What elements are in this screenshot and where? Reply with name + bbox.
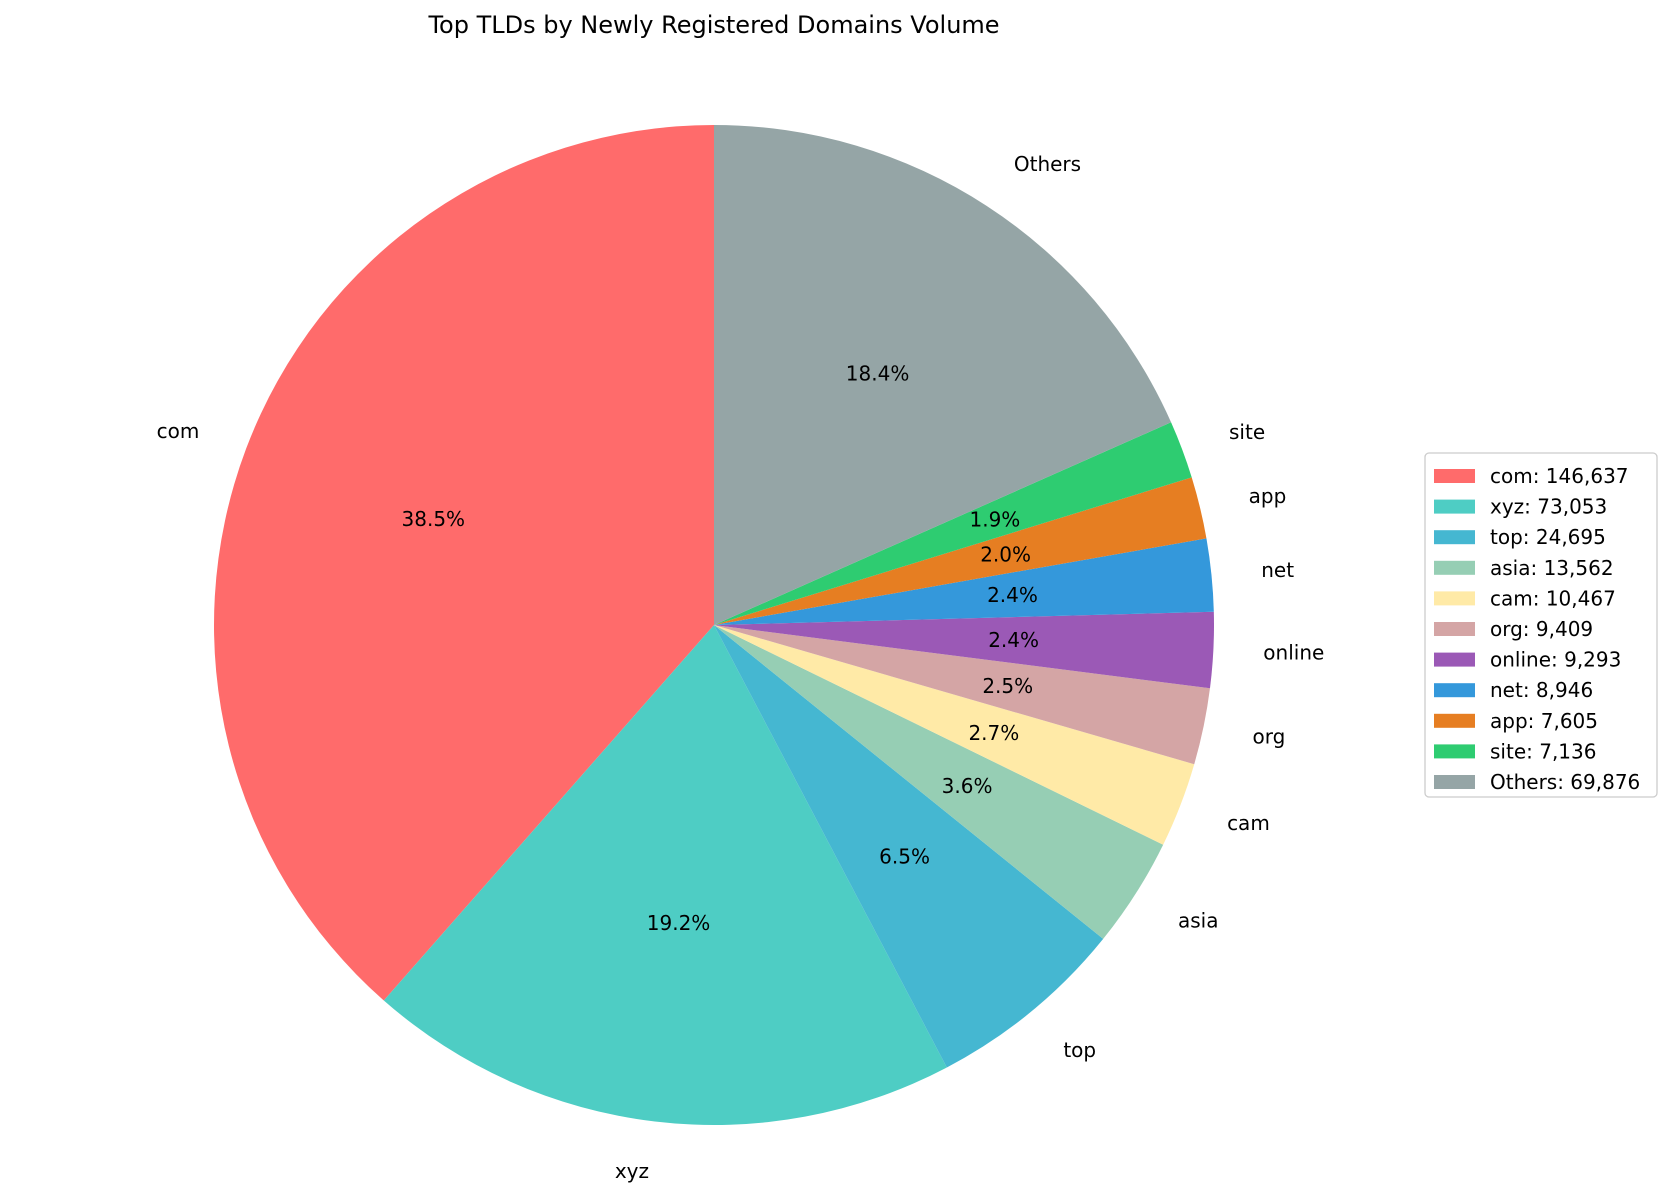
legend-label-site: site: 7,136 (1490, 739, 1596, 763)
slice-others (714, 125, 1172, 625)
legend-swatch-com (1434, 469, 1475, 483)
chart-title: Top TLDs by Newly Registered Domains Vol… (427, 11, 999, 39)
pie-slices (213, 125, 1214, 1125)
legend-swatch-xyz (1434, 499, 1475, 514)
slice-asia (714, 625, 1164, 939)
legend-label-asia: asia: 13,562 (1490, 556, 1614, 580)
percent-label-app: 2.0% (980, 543, 1031, 567)
percent-label-site: 1.9% (970, 508, 1021, 532)
legend-label-online: online: 9,293 (1490, 648, 1621, 672)
category-labels: com xyz top asia cam org online net app site Other… (157, 152, 1325, 1183)
slice-net (714, 538, 1214, 625)
category-label-top: top (1063, 1038, 1096, 1062)
legend-swatch-others (1434, 775, 1475, 789)
category-label-org: org (1253, 725, 1286, 749)
legend-label-net: net: 8,946 (1490, 678, 1593, 702)
legend-swatch-cam (1434, 591, 1475, 606)
legend-swatch-top (1434, 530, 1475, 545)
legend-swatch-asia (1434, 560, 1475, 575)
category-label-cam: cam (1227, 811, 1270, 835)
category-label-online: online (1263, 641, 1324, 665)
percent-label-com: 38.5% (402, 507, 466, 531)
slice-org (714, 625, 1210, 765)
legend-swatch-online (1434, 652, 1475, 667)
slice-app (714, 477, 1207, 625)
percent-label-net: 2.4% (987, 583, 1038, 607)
legend-label-xyz: xyz: 73,053 (1490, 495, 1607, 519)
legend-label-others: Others: 69,876 (1490, 770, 1640, 794)
percent-label-cam: 2.7% (968, 721, 1019, 745)
legend-label-cam: cam: 10,467 (1490, 586, 1616, 610)
category-label-app: app (1249, 484, 1287, 508)
legend-swatch-net (1434, 683, 1475, 698)
percent-labels: 38.5% 19.2% 6.5% 3.6% 2.7% 2.5% 2.4% 2.4% 2.0% 1.… (402, 362, 1040, 935)
legend-label-top: top: 24,695 (1490, 525, 1606, 549)
slice-online (714, 611, 1214, 689)
legend-swatch-app (1434, 713, 1475, 728)
category-label-others: Others (1014, 152, 1081, 176)
slice-site (714, 422, 1192, 625)
slice-xyz (383, 625, 947, 1125)
legend-label-org: org: 9,409 (1490, 617, 1593, 641)
percent-label-org: 2.5% (982, 674, 1033, 698)
legend-swatch-site (1434, 744, 1475, 759)
legend-label-app: app: 7,605 (1490, 709, 1598, 733)
category-label-site: site (1229, 420, 1265, 444)
category-label-xyz: xyz (615, 1159, 649, 1183)
percent-label-top: 6.5% (879, 845, 930, 869)
legend-label-com: com: 146,637 (1490, 464, 1629, 488)
legend-frame (1424, 452, 1658, 798)
percent-label-xyz: 19.2% (647, 911, 711, 935)
percent-label-asia: 3.6% (942, 774, 993, 798)
category-label-com: com (157, 419, 200, 443)
percent-label-others: 18.4% (846, 362, 910, 386)
legend: com: 146,637 xyz: 73,053 top: 24,695 asia: … (1424, 452, 1658, 798)
slice-com (213, 125, 714, 1001)
category-label-net: net (1261, 558, 1294, 582)
slice-cam (714, 625, 1195, 845)
category-label-asia: asia (1178, 908, 1219, 932)
slice-top (714, 625, 1104, 1068)
legend-swatch-org (1434, 622, 1475, 636)
percent-label-online: 2.4% (988, 628, 1039, 652)
